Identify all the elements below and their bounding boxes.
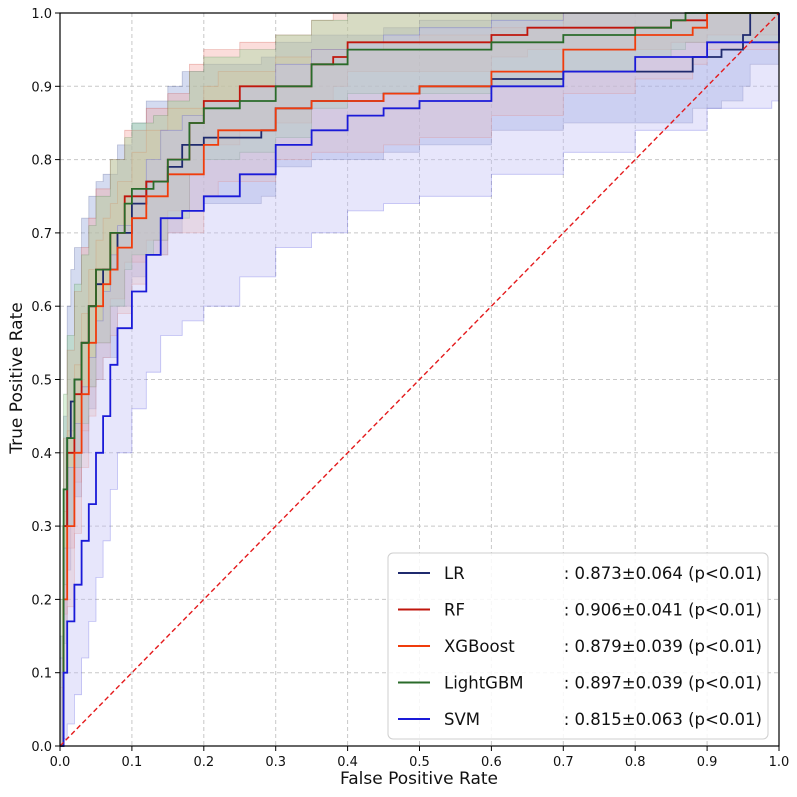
legend-stat: : 0.906±0.041 (p<0.01) bbox=[564, 601, 762, 620]
y-tick-label: 0.1 bbox=[31, 667, 52, 682]
legend-stat: : 0.873±0.064 (p<0.01) bbox=[564, 564, 762, 583]
y-tick-label: 0.6 bbox=[31, 300, 52, 315]
axes: 0.0 0.1 0.2 0.3 0.4 0.5 0.6 0.7 0.8 0.9 1.0 0.0 0.1 0… bbox=[31, 7, 789, 770]
y-tick-label: 0.0 bbox=[31, 740, 52, 755]
x-tick-label: 0.6 bbox=[481, 755, 502, 770]
legend-label: LightGBM bbox=[444, 674, 524, 693]
y-tick-label: 0.9 bbox=[31, 80, 52, 95]
x-tick-label: 0.2 bbox=[193, 755, 214, 770]
curve-lightgbm bbox=[60, 12, 779, 747]
x-axis-label: False Positive Rate bbox=[340, 769, 498, 789]
legend: LR : 0.873±0.064 (p<0.01) RF : 0.906±0.041 … bbox=[387, 552, 769, 740]
x-tick-label: 0.7 bbox=[553, 755, 574, 770]
y-axis-label: True Positive Rate bbox=[7, 302, 27, 454]
curve-svm bbox=[60, 13, 780, 747]
y-tick-label: 1.0 bbox=[31, 7, 52, 22]
chance-line bbox=[59, 12, 780, 747]
roc-curves bbox=[60, 12, 780, 747]
legend-stat: : 0.897±0.039 (p<0.01) bbox=[564, 674, 762, 693]
reference-diagonal bbox=[59, 12, 780, 747]
curve-xgboost bbox=[60, 12, 779, 747]
legend-stat: : 0.879±0.039 (p<0.01) bbox=[564, 637, 762, 656]
plot-frame bbox=[59, 12, 780, 747]
legend-box bbox=[387, 552, 769, 740]
legend-label: SVM bbox=[444, 710, 480, 729]
y-tick-label: 0.5 bbox=[31, 374, 52, 389]
x-tick-label: 0.8 bbox=[625, 755, 646, 770]
y-tick-label: 0.7 bbox=[31, 227, 52, 242]
x-tick-label: 1.0 bbox=[769, 755, 790, 770]
legend-label: XGBoost bbox=[444, 637, 515, 656]
band-lightgbm bbox=[59, 12, 780, 747]
legend-label: RF bbox=[444, 601, 465, 620]
y-tick-label: 0.4 bbox=[31, 447, 52, 462]
x-tick-label: 0.0 bbox=[50, 755, 71, 770]
y-tick-label: 0.8 bbox=[31, 154, 52, 169]
legend-stat: : 0.815±0.063 (p<0.01) bbox=[564, 710, 762, 729]
x-tick-label: 0.4 bbox=[337, 755, 358, 770]
legend-label: LR bbox=[444, 564, 465, 583]
x-tick-label: 0.5 bbox=[409, 755, 430, 770]
x-tick-label: 0.3 bbox=[265, 755, 286, 770]
band-rf bbox=[59, 12, 780, 747]
y-tick-label: 0.2 bbox=[31, 593, 52, 608]
x-tick-label: 0.9 bbox=[697, 755, 718, 770]
y-tick-label: 0.3 bbox=[31, 520, 52, 535]
x-tick-label: 0.1 bbox=[122, 755, 143, 770]
